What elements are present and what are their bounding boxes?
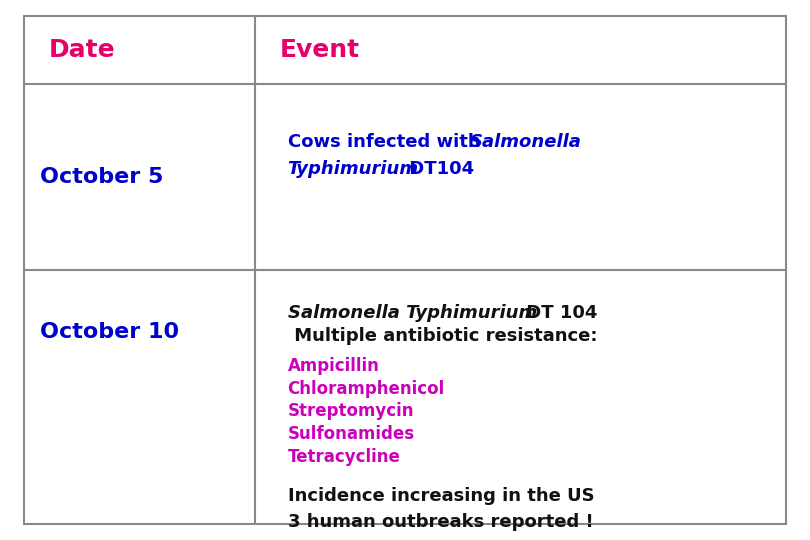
Text: Salmonella: Salmonella	[470, 133, 582, 151]
Text: Streptomycin: Streptomycin	[288, 402, 414, 421]
Text: DT 104: DT 104	[520, 304, 598, 322]
Text: Chloramphenicol: Chloramphenicol	[288, 380, 445, 398]
Text: Date: Date	[49, 38, 115, 62]
Text: Incidence increasing in the US: Incidence increasing in the US	[288, 487, 595, 505]
Text: DT104: DT104	[403, 160, 475, 178]
Text: October 5: October 5	[40, 167, 164, 187]
Text: 3 human outbreaks reported !: 3 human outbreaks reported !	[288, 512, 593, 531]
Text: Multiple antibiotic resistance:: Multiple antibiotic resistance:	[288, 327, 597, 346]
Text: Tetracycline: Tetracycline	[288, 448, 400, 466]
Text: Typhimurium: Typhimurium	[288, 160, 419, 178]
Text: Cows infected with: Cows infected with	[288, 133, 487, 151]
FancyBboxPatch shape	[24, 16, 786, 524]
Text: Event: Event	[279, 38, 360, 62]
Text: October 10: October 10	[40, 322, 180, 342]
Text: Salmonella Typhimurium: Salmonella Typhimurium	[288, 304, 537, 322]
Text: Ampicillin: Ampicillin	[288, 357, 379, 375]
Text: Sulfonamides: Sulfonamides	[288, 425, 415, 443]
